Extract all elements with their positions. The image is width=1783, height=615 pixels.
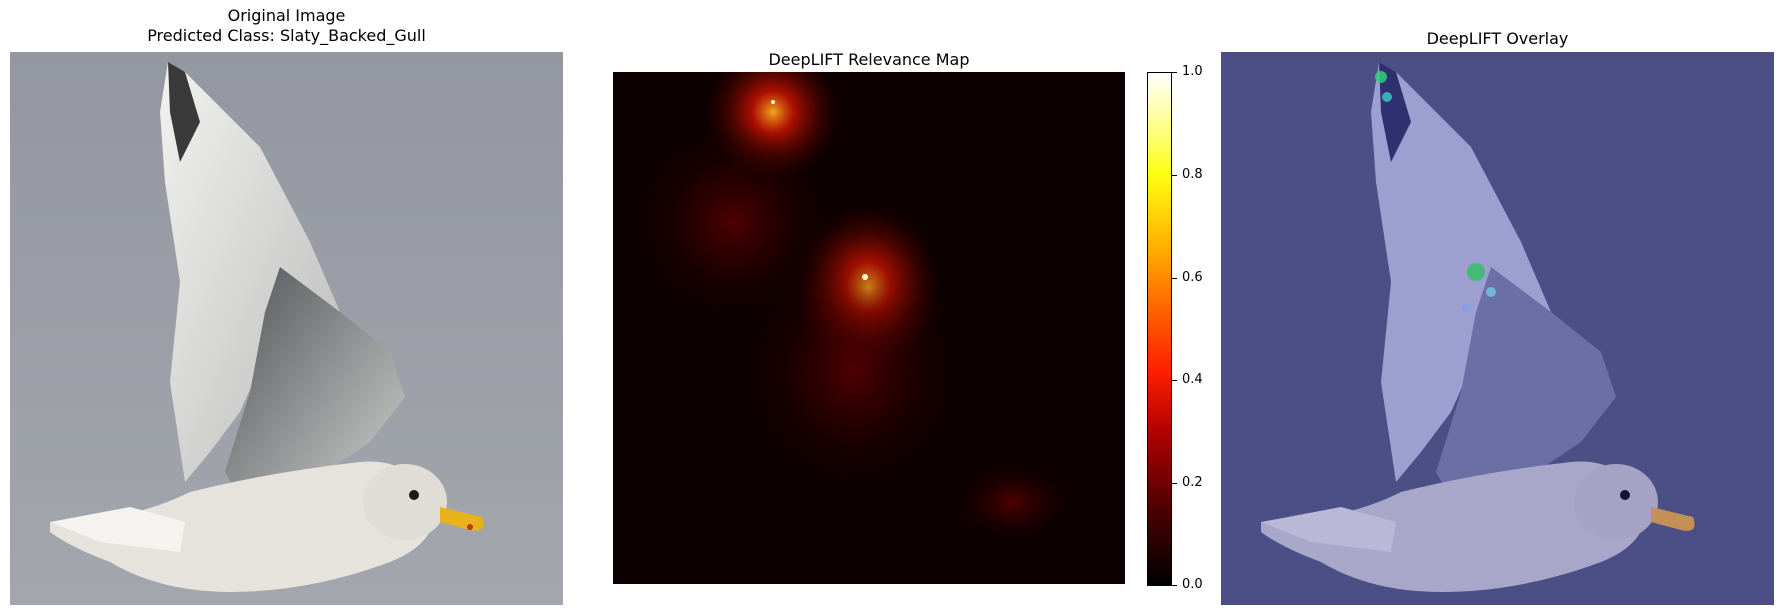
relevance-heat: [633, 72, 1073, 542]
colorbar: [1147, 72, 1172, 586]
colorbar-tick-0.2: 0.2: [1182, 475, 1203, 490]
colorbar-tick-1: 1.0: [1182, 64, 1203, 79]
colorbar-tick-0.6: 0.6: [1182, 270, 1203, 285]
original-image-title: Original Image Predicted Class: Slaty_Ba…: [10, 6, 563, 46]
gull-illustration: [10, 52, 563, 605]
relevance-map: [613, 72, 1125, 584]
relevance-map-title: DeepLIFT Relevance Map: [768, 50, 970, 69]
original-image: [10, 52, 563, 605]
colorbar-tick-0.0: 0.0: [1182, 577, 1203, 592]
colorbar-tick-0.4: 0.4: [1182, 372, 1203, 387]
overlay-title: DeepLIFT Overlay: [1426, 29, 1569, 48]
overlay-image: [1221, 52, 1774, 605]
colorbar-tick-0.8: 0.8: [1182, 167, 1203, 182]
overlay-gull: [1221, 52, 1774, 605]
predicted-class-label: Predicted Class: Slaty_Backed_Gull: [147, 26, 426, 45]
original-image-title-line1: Original Image: [227, 6, 346, 25]
